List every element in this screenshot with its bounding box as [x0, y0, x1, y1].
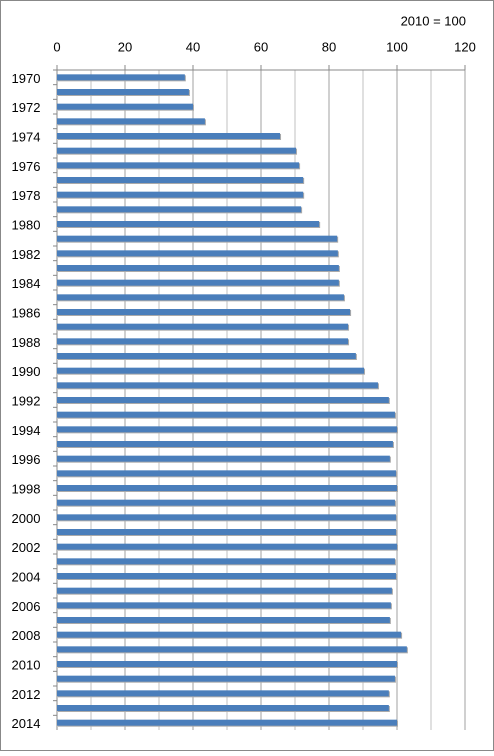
annotation: 2010 = 100 [401, 13, 466, 28]
bar [57, 147, 297, 154]
y-tick-label: 1984 [12, 276, 41, 291]
y-tick-label: 1988 [12, 335, 41, 350]
y-tick-label: 2008 [12, 628, 41, 643]
bar [57, 89, 189, 95]
bar [57, 397, 389, 403]
bar [57, 719, 397, 726]
x-tick-label: 20 [118, 39, 132, 54]
y-tick-label: 1990 [12, 364, 41, 379]
bar [57, 265, 339, 271]
bar [57, 294, 344, 301]
bar [57, 353, 356, 359]
bar [57, 338, 349, 345]
bar [57, 74, 185, 81]
bar [57, 279, 339, 286]
bar [57, 177, 304, 183]
bar [57, 587, 392, 594]
y-tick-label: 1978 [12, 188, 41, 203]
x-tick-label: 120 [454, 39, 476, 54]
bar [57, 191, 304, 198]
bar [57, 617, 390, 623]
bar [57, 705, 389, 711]
bar [57, 485, 397, 491]
bar [57, 514, 396, 521]
bar [57, 631, 402, 638]
bar [57, 411, 395, 418]
y-tick-label: 1970 [12, 71, 41, 86]
x-tick-label: 60 [254, 39, 268, 54]
bar [57, 573, 396, 579]
bar [57, 221, 320, 227]
bar [57, 470, 396, 477]
bar [57, 675, 395, 682]
y-tick-label: 1972 [12, 100, 41, 115]
y-tick-label: 2012 [12, 687, 41, 702]
bar [57, 309, 351, 315]
bar [57, 558, 395, 565]
bar [57, 250, 338, 257]
y-tick-label: 1976 [12, 159, 41, 174]
bar [57, 426, 397, 433]
y-tick-label: 2010 [12, 657, 41, 672]
bar [57, 162, 300, 169]
y-tick-label: 1974 [12, 129, 41, 144]
bar [57, 690, 389, 697]
y-tick-label: 2002 [12, 540, 41, 555]
bar [57, 118, 205, 125]
y-tick-label: 1980 [12, 217, 41, 232]
y-tick-label: 1982 [12, 247, 41, 262]
bar [57, 499, 395, 506]
y-tick-label: 2000 [12, 511, 41, 526]
bar [57, 367, 365, 374]
bar [57, 602, 391, 609]
x-tick-label: 40 [186, 39, 200, 54]
bar [57, 103, 193, 110]
x-tick-label: 0 [53, 39, 60, 54]
y-tick-label: 2014 [12, 716, 41, 731]
y-tick-label: 1986 [12, 305, 41, 320]
y-tick-label: 1998 [12, 481, 41, 496]
bar [57, 206, 302, 213]
x-tick-label: 100 [386, 39, 408, 54]
bar [57, 133, 281, 139]
bar [57, 382, 378, 389]
y-tick-label: 1992 [12, 393, 41, 408]
y-tick-label: 1994 [12, 423, 41, 438]
y-tick-label: 2004 [12, 569, 41, 584]
y-tick-label: 1996 [12, 452, 41, 467]
bar [57, 661, 397, 667]
bar [57, 323, 349, 330]
bar [57, 529, 396, 535]
bar [57, 543, 397, 550]
y-tick-label: 2006 [12, 599, 41, 614]
x-tick-label: 80 [322, 39, 336, 54]
bar [57, 646, 407, 653]
bar [57, 441, 393, 447]
bar [57, 235, 338, 242]
bar [57, 455, 390, 462]
